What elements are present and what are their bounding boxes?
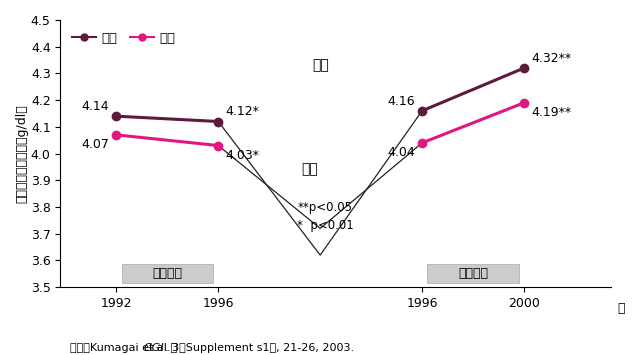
Text: GGI: GGI bbox=[144, 343, 164, 353]
Bar bbox=[122, 264, 213, 283]
Text: 4.03*: 4.03* bbox=[225, 149, 259, 162]
Text: 4.16: 4.16 bbox=[387, 95, 415, 108]
Bar bbox=[427, 264, 519, 283]
Text: 4.19**: 4.19** bbox=[531, 106, 572, 119]
Y-axis label: 血清アルブミン値（g/dl）: 血清アルブミン値（g/dl） bbox=[15, 104, 28, 203]
Text: 男性: 男性 bbox=[312, 59, 328, 72]
Legend: 男性, 女性: 男性, 女性 bbox=[67, 27, 180, 50]
Text: 年: 年 bbox=[618, 302, 625, 315]
Text: 女性: 女性 bbox=[301, 163, 318, 176]
Text: 出典　Kumagai et al.：: 出典 Kumagai et al.： bbox=[70, 343, 177, 353]
Text: 介入期間: 介入期間 bbox=[458, 267, 488, 280]
Text: 4.12*: 4.12* bbox=[225, 105, 259, 118]
Text: 4.07: 4.07 bbox=[81, 138, 109, 151]
Text: *  p<0.01: * p<0.01 bbox=[297, 219, 354, 232]
Text: 4.04: 4.04 bbox=[387, 146, 415, 159]
Text: . 3（Supplement s1）, 21-26, 2003.: . 3（Supplement s1）, 21-26, 2003. bbox=[165, 343, 355, 353]
Text: 4.14: 4.14 bbox=[82, 100, 109, 113]
Text: 4.32**: 4.32** bbox=[531, 52, 572, 65]
Text: 観察期間: 観察期間 bbox=[152, 267, 182, 280]
Text: **p<0.05: **p<0.05 bbox=[298, 201, 353, 213]
